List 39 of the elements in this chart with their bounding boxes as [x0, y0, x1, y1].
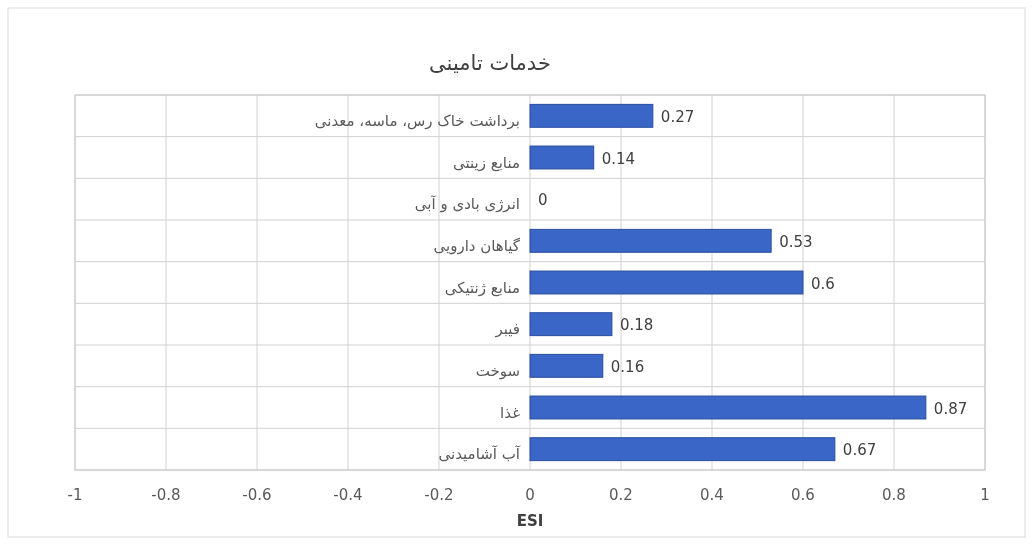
x-tick-label: 0	[525, 486, 535, 504]
bar	[529, 312, 613, 337]
bar	[529, 228, 772, 253]
x-tick-label: 1	[980, 486, 990, 504]
data-label: 0.87	[933, 399, 968, 418]
data-label: 0.14	[601, 149, 636, 168]
x-tick-label: -0.4	[333, 486, 363, 504]
chart-title: خدمات تامینی	[429, 51, 551, 75]
x-tick-label: -0.8	[151, 486, 181, 504]
x-tick-label: -1	[67, 486, 83, 504]
data-label: 0.27	[660, 107, 695, 126]
x-axis-title: ESI	[516, 512, 544, 530]
y-tick-label: گیاهان دارویی	[433, 236, 521, 255]
y-tick-label: برداشت خاک رس، ماسه، معدنی	[314, 111, 520, 130]
bar	[529, 103, 654, 128]
bar	[529, 395, 927, 420]
y-tick-label: سوخت	[475, 361, 520, 380]
data-label: 0.16	[610, 357, 645, 376]
bar	[529, 437, 836, 462]
bar	[529, 270, 804, 295]
y-tick-label: منابع ژنتیکی	[444, 278, 520, 297]
data-label: 0.53	[779, 232, 813, 251]
x-tick-label: 0.2	[609, 486, 633, 504]
x-tick-label: 0.8	[882, 486, 906, 504]
data-label: 0.18	[619, 316, 654, 335]
data-label: 0.6	[811, 274, 835, 293]
y-tick-label: انرژی بادی و آبی	[414, 195, 520, 214]
data-label: 0	[538, 191, 548, 210]
data-label: 0.67	[842, 441, 877, 460]
x-tick-label: 0.6	[791, 486, 815, 504]
y-tick-label: غذا	[500, 403, 521, 422]
bar	[529, 145, 595, 170]
y-tick-label: آب آشامیدنی	[438, 445, 521, 464]
x-tick-label: -0.2	[424, 486, 454, 504]
x-tick-label: -0.6	[242, 486, 272, 504]
bar	[529, 353, 604, 378]
x-tick-label: 0.4	[700, 486, 724, 504]
y-tick-label: فیبر	[494, 320, 520, 339]
y-tick-label: منابع زینتی	[452, 153, 520, 172]
